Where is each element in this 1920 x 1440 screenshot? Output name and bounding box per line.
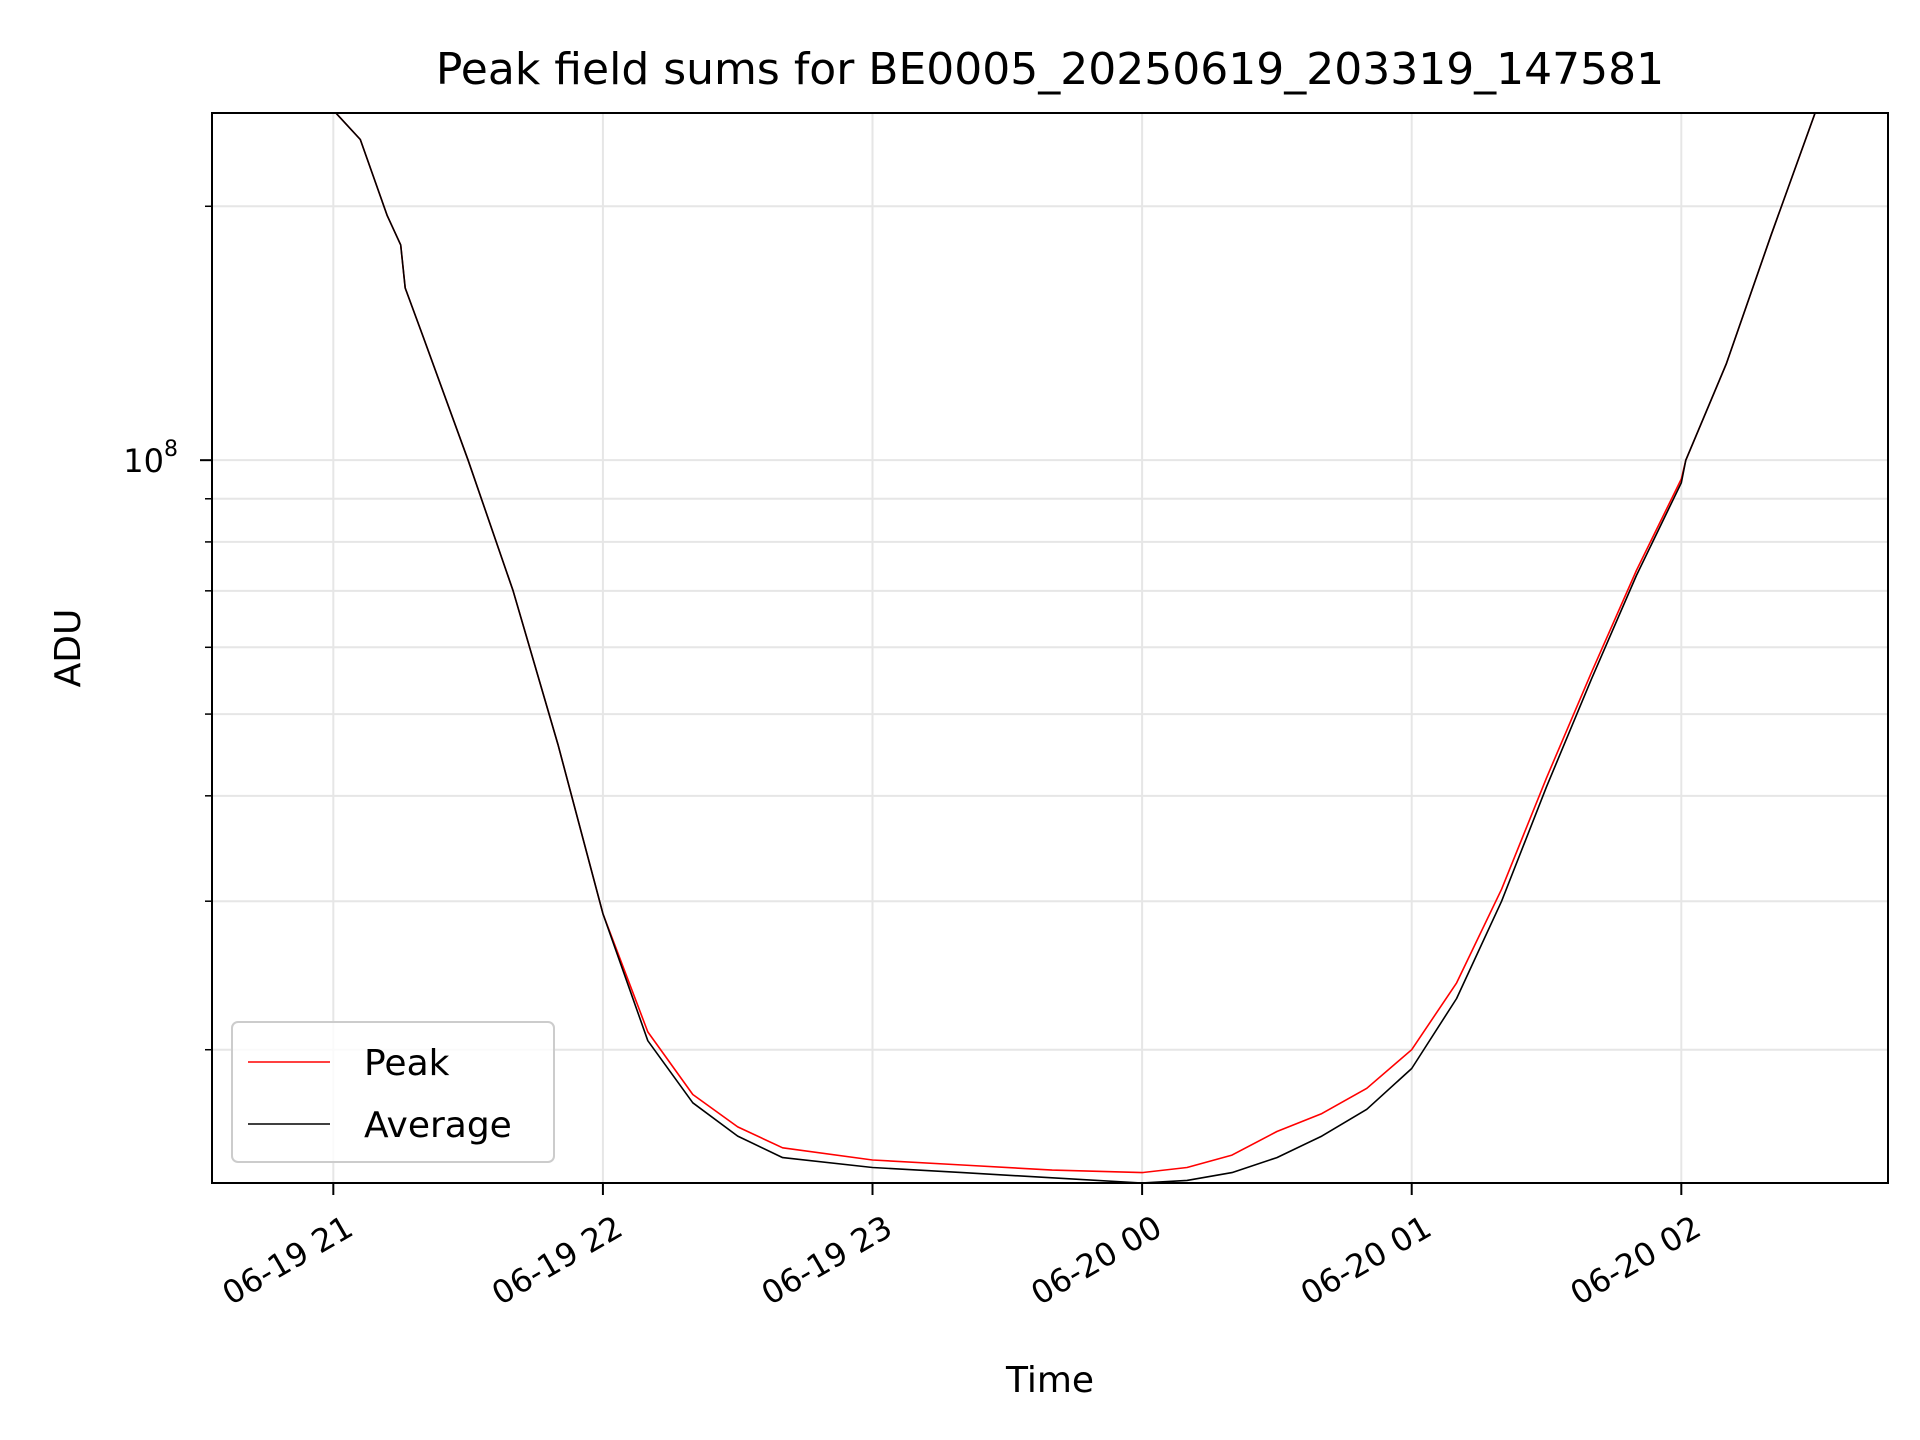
y-axis-label: ADU xyxy=(48,609,89,688)
series-layer xyxy=(334,113,1816,1183)
legend-box xyxy=(231,1021,555,1163)
legend: Peak Average xyxy=(231,1021,555,1163)
series-line-average xyxy=(334,113,1816,1183)
y-tick-label: 108 xyxy=(123,437,178,480)
legend-label-peak: Peak xyxy=(364,1043,450,1084)
chart-title: Peak field sums for BE0005_20250619_2033… xyxy=(436,44,1664,95)
legend-label-average: Average xyxy=(364,1105,512,1146)
grid xyxy=(212,113,1888,1183)
x-axis-label: Time xyxy=(1005,1360,1094,1401)
